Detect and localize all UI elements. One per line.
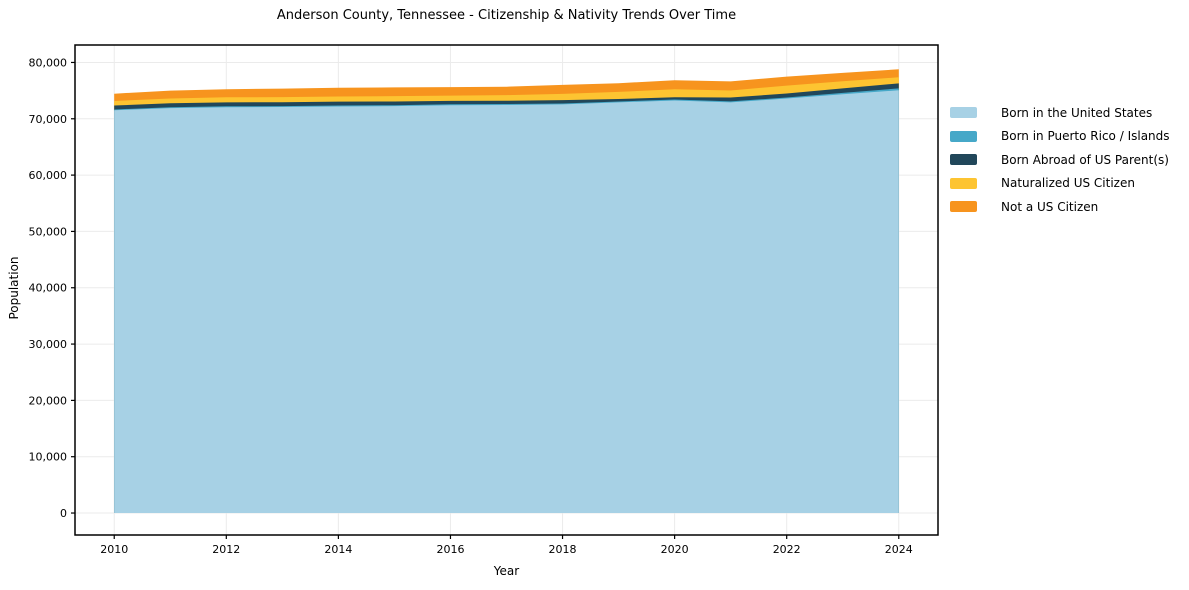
legend-item: Born Abroad of US Parent(s): [950, 148, 1170, 172]
x-tick-label: 2016: [436, 543, 464, 556]
x-tick-label: 2022: [773, 543, 801, 556]
legend-item: Born in the United States: [950, 101, 1170, 125]
y-tick-label: 30,000: [29, 338, 68, 351]
y-tick-label: 60,000: [29, 169, 68, 182]
x-tick-label: 2014: [324, 543, 352, 556]
x-tick-label: 2024: [885, 543, 913, 556]
x-tick-label: 2012: [212, 543, 240, 556]
legend-item-label: Not a US Citizen: [1001, 199, 1099, 214]
legend-item: Naturalized US Citizen: [950, 172, 1170, 196]
legend-item-label: Born in the United States: [1001, 105, 1153, 120]
x-tick-label: 2010: [100, 543, 128, 556]
y-axis-label: Population: [7, 256, 21, 320]
legend: Born in the United States Born in Puerto …: [950, 101, 1170, 219]
y-tick-label: 0: [60, 507, 67, 520]
y-tick-label: 20,000: [29, 394, 68, 407]
y-tick-label: 10,000: [29, 451, 68, 464]
area-series: [114, 90, 899, 514]
axes-frame: [74, 44, 939, 536]
y-tick-label: 50,000: [29, 225, 68, 238]
x-tick-label: 2018: [549, 543, 577, 556]
y-tick-label: 40,000: [29, 282, 68, 295]
legend-item: Born in Puerto Rico / Islands: [950, 125, 1170, 149]
chart-title: Anderson County, Tennessee - Citizenship…: [276, 8, 737, 23]
legend-swatch: [950, 130, 977, 142]
legend-swatch: [950, 177, 977, 189]
legend-item: Not a US Citizen: [950, 195, 1170, 219]
legend-item-label: Born Abroad of US Parent(s): [1001, 152, 1169, 167]
y-tick-label: 70,000: [29, 113, 68, 126]
legend-swatch: [950, 154, 977, 166]
x-tick-label: 2020: [661, 543, 689, 556]
legend-swatch: [950, 201, 977, 213]
legend-swatch: [950, 107, 977, 119]
y-tick-label: 80,000: [29, 56, 68, 69]
legend-item-label: Born in Puerto Rico / Islands: [1001, 129, 1170, 144]
legend-item-label: Naturalized US Citizen: [1001, 176, 1135, 191]
x-axis-label: Year: [493, 564, 520, 578]
